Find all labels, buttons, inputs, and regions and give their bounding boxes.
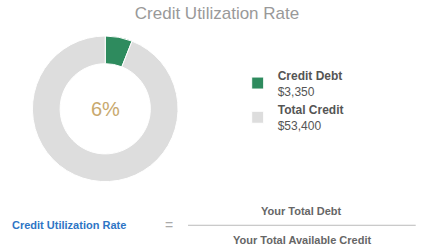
svg-text:Credit Utilization Rate: Credit Utilization Rate bbox=[135, 4, 299, 23]
svg-text:Credit Debt$3,350: Credit Debt$3,350 bbox=[278, 69, 343, 99]
svg-text:Your Total Available Credit: Your Total Available Credit bbox=[233, 234, 371, 246]
svg-text:Credit Utilization Rate: Credit Utilization Rate bbox=[12, 219, 126, 231]
svg-text:=: = bbox=[165, 217, 173, 233]
svg-text:6%: 6% bbox=[91, 98, 120, 120]
svg-text:Total Credit$53,400: Total Credit$53,400 bbox=[278, 103, 344, 133]
svg-text:Your Total Debt: Your Total Debt bbox=[261, 205, 342, 217]
